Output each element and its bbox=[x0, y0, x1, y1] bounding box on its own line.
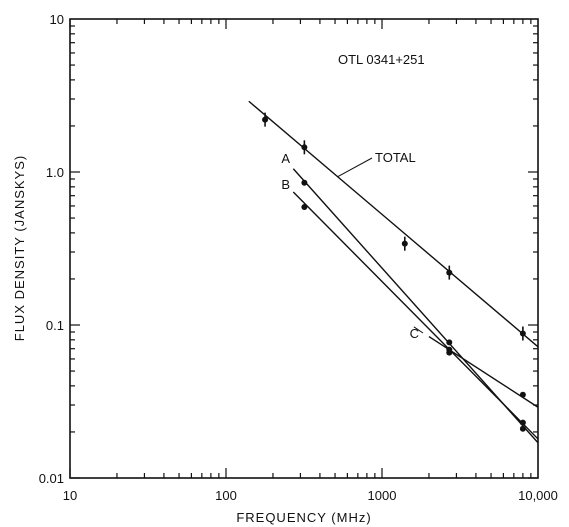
data-point-total bbox=[401, 240, 408, 247]
y-tick-label: 0.1 bbox=[46, 318, 64, 333]
data-point-c bbox=[519, 391, 526, 398]
x-axis-label: FREQUENCY (MHz) bbox=[236, 510, 371, 525]
x-tick-label: 10 bbox=[63, 488, 77, 503]
data-point-total bbox=[301, 144, 308, 151]
series-label-a: A bbox=[281, 151, 290, 166]
data-point-total bbox=[519, 330, 526, 337]
y-tick-label: 1.0 bbox=[46, 165, 64, 180]
fit-line-total bbox=[248, 100, 539, 348]
plot-frame bbox=[69, 18, 539, 479]
data-point-a bbox=[519, 419, 526, 426]
data-point-total bbox=[446, 269, 453, 276]
data-point-b bbox=[519, 425, 526, 432]
y-axis-label: FLUX DENSITY (JANSKYS) bbox=[12, 155, 27, 341]
data-point-total bbox=[262, 116, 269, 123]
leader-line-total bbox=[337, 157, 373, 178]
y-tick-label: 0.01 bbox=[39, 471, 64, 486]
series-label-c: C bbox=[410, 326, 419, 341]
series-label-total: TOTAL bbox=[375, 150, 416, 165]
y-tick-label: 10 bbox=[50, 12, 64, 27]
fit-line-b bbox=[292, 191, 539, 440]
data-point-a bbox=[446, 339, 453, 346]
data-point-b bbox=[301, 204, 308, 211]
series-label-b: B bbox=[281, 177, 290, 192]
x-tick-label: 10,000 bbox=[518, 488, 558, 503]
chart-title: OTL 0341+251 bbox=[338, 52, 425, 67]
leader-line-c bbox=[413, 326, 424, 334]
data-point-c bbox=[446, 346, 453, 353]
x-tick-label: 1000 bbox=[368, 488, 397, 503]
data-point-a bbox=[301, 179, 308, 186]
x-tick-label: 100 bbox=[215, 488, 237, 503]
